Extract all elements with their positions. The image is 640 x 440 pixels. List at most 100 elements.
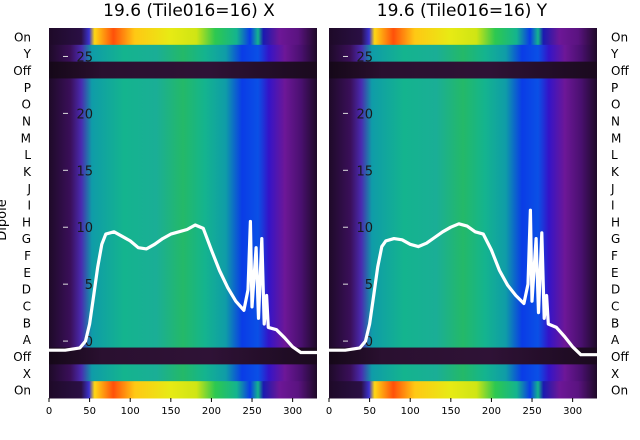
x-tick-label: 0 xyxy=(326,406,332,417)
heatmap-row-20 xyxy=(329,364,597,382)
row-label: D xyxy=(611,283,620,297)
x-tick-label: 50 xyxy=(83,406,96,417)
heatmap-row-19 xyxy=(329,347,597,365)
x-tick-label: 50 xyxy=(363,406,376,417)
row-label: X xyxy=(611,367,619,381)
row-label: Off xyxy=(13,350,31,364)
x-tick-label: 200 xyxy=(482,406,501,417)
row-label: P xyxy=(611,81,618,95)
row-label: On xyxy=(611,30,628,44)
row-label: M xyxy=(21,131,31,145)
row-label: I xyxy=(611,199,615,213)
overlay-y-ticks: 0 5 10 15 20 25 xyxy=(63,50,93,350)
overlay-y-tick-label: 10 xyxy=(76,221,93,236)
overlay-y-tick-label: 5 xyxy=(85,278,93,293)
row-label: N xyxy=(611,115,620,129)
row-label: On xyxy=(14,384,31,398)
row-label: D xyxy=(22,283,31,297)
row-label: A xyxy=(23,333,32,347)
panel-x: 19.6 (Tile016=16) X Dipole On Y Off PONMLKJ… xyxy=(0,1,317,417)
overlay-y-tick-label: 25 xyxy=(76,50,93,65)
heatmap-row-0 xyxy=(329,28,597,46)
heatmap-row-2 xyxy=(329,61,597,79)
row-label: K xyxy=(23,165,32,179)
row-label: J xyxy=(610,182,615,196)
row-label: A xyxy=(611,333,620,347)
row-label: O xyxy=(22,98,31,112)
heatmap-row-6 xyxy=(329,128,597,147)
heatmap-row-1 xyxy=(329,44,597,63)
row-label: H xyxy=(22,215,31,229)
heatmap-row-5 xyxy=(329,112,597,130)
x-tick-label: 300 xyxy=(283,406,302,417)
heatmap-row-13 xyxy=(329,246,597,264)
row-label: E xyxy=(23,266,31,280)
row-label: B xyxy=(23,316,31,330)
row-label: On xyxy=(611,384,628,398)
heatmap-row-21 xyxy=(49,381,317,399)
row-label: I xyxy=(27,199,31,213)
row-label: H xyxy=(611,215,620,229)
row-label: C xyxy=(23,300,31,314)
heatmap-row-9 xyxy=(329,179,597,197)
heatmap-row-18 xyxy=(329,330,597,349)
heatmap-row-10 xyxy=(329,196,597,214)
row-label: Off xyxy=(611,64,629,78)
heatmap-row-7 xyxy=(329,145,597,164)
row-label: Off xyxy=(611,350,629,364)
row-label: G xyxy=(22,232,31,246)
x-tick-label: 100 xyxy=(401,406,420,417)
row-label: P xyxy=(24,81,31,95)
overlay-y-tick-label: 20 xyxy=(356,107,373,122)
overlay-y-tick-label: 15 xyxy=(356,164,373,179)
overlay-y-ticks: 0 5 10 15 20 25 xyxy=(343,50,373,350)
heatmap-row-17 xyxy=(329,313,597,332)
heatmap-rows xyxy=(329,28,597,399)
heatmap-row-5 xyxy=(49,112,317,130)
row-label: B xyxy=(611,316,619,330)
heatmap-row-20 xyxy=(49,364,317,382)
heatmap-row-13 xyxy=(49,246,317,264)
x-ticks: 0 50 100 150 200 250 300 xyxy=(326,398,582,417)
heatmap-row-7 xyxy=(49,145,317,164)
y-axis-label: Dipole xyxy=(0,199,10,240)
row-label: Y xyxy=(23,47,32,61)
heatmap-row-8 xyxy=(49,162,317,180)
heatmap-row-21 xyxy=(329,381,597,399)
x-tick-label: 150 xyxy=(441,406,460,417)
heatmap-row-19 xyxy=(49,347,317,365)
heatmap-rows xyxy=(49,28,317,399)
overlay-y-tick-label: 0 xyxy=(365,335,373,350)
row-label: K xyxy=(611,165,620,179)
overlay-y-tick-label: 5 xyxy=(365,278,373,293)
heatmap-row-2 xyxy=(49,61,317,79)
heatmap-row-6 xyxy=(49,128,317,147)
heatmap-row-3 xyxy=(49,78,317,96)
x-tick-label: 100 xyxy=(121,406,140,417)
row-label: F xyxy=(611,249,618,263)
row-label: G xyxy=(611,232,620,246)
overlay-y-tick-label: 20 xyxy=(76,107,93,122)
heatmap-row-16 xyxy=(49,297,317,315)
row-label: X xyxy=(23,367,31,381)
row-label: On xyxy=(14,30,31,44)
row-label: Off xyxy=(13,64,31,78)
row-label: L xyxy=(611,148,618,162)
x-tick-label: 300 xyxy=(563,406,582,417)
heatmap-row-16 xyxy=(329,297,597,315)
row-label: L xyxy=(24,148,31,162)
overlay-y-tick-label: 10 xyxy=(356,221,373,236)
heatmap-row-4 xyxy=(49,95,317,113)
row-label: M xyxy=(611,131,621,145)
heatmap-row-1 xyxy=(49,44,317,63)
row-label: C xyxy=(611,300,619,314)
x-ticks: 0 50 100 150 200 250 300 xyxy=(46,398,302,417)
row-label: E xyxy=(611,266,619,280)
chart-title: 19.6 (Tile016=16) Y xyxy=(377,1,548,21)
row-label: J xyxy=(26,182,31,196)
x-tick-label: 250 xyxy=(522,406,541,417)
overlay-y-tick-label: 25 xyxy=(356,50,373,65)
heatmap-row-17 xyxy=(49,313,317,332)
